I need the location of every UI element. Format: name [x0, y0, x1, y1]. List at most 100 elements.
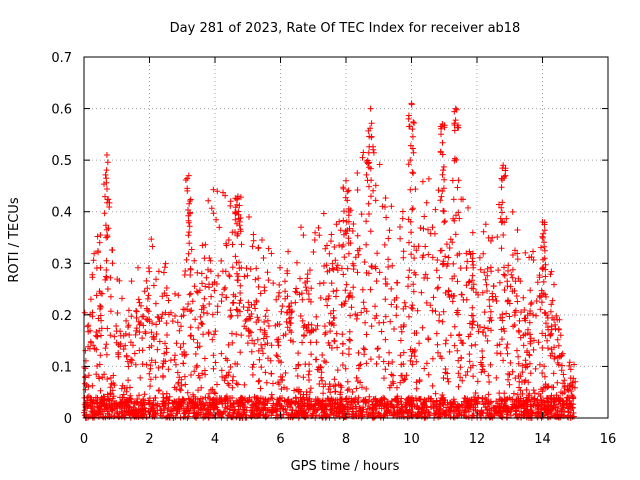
data-point: [281, 398, 288, 405]
data-point: [135, 414, 142, 420]
data-point: [493, 374, 500, 381]
data-point: [220, 409, 227, 416]
data-point: [181, 272, 188, 278]
data-point: [223, 242, 230, 249]
data-point: [298, 224, 304, 231]
data-point: [227, 202, 234, 209]
data-point: [291, 387, 298, 394]
data-point: [373, 312, 380, 319]
data-point: [561, 400, 568, 407]
data-point: [423, 199, 430, 206]
data-point: [300, 394, 307, 401]
data-point: [320, 210, 327, 217]
data-point: [450, 215, 457, 222]
data-point: [340, 217, 347, 224]
data-point: [210, 404, 217, 411]
data-point: [222, 400, 229, 407]
data-point: [421, 410, 428, 417]
data-point: [124, 384, 130, 391]
data-point: [186, 229, 193, 236]
data-point: [489, 296, 496, 303]
data-point: [417, 225, 424, 231]
data-point: [94, 233, 101, 240]
data-point: [504, 298, 511, 305]
data-point: [101, 210, 108, 217]
data-point: [237, 396, 244, 403]
data-point: [96, 396, 103, 403]
data-point: [319, 352, 326, 358]
data-point: [441, 219, 448, 226]
data-point: [283, 318, 290, 325]
data-point: [253, 297, 260, 304]
data-point: [147, 383, 154, 390]
data-point: [215, 410, 222, 417]
data-point: [517, 403, 524, 410]
data-point: [305, 327, 312, 334]
data-point: [493, 298, 500, 304]
data-point: [383, 214, 390, 221]
data-point: [400, 413, 407, 420]
data-point: [282, 331, 289, 338]
data-point: [249, 364, 256, 371]
data-point: [87, 327, 94, 334]
data-point: [250, 411, 256, 417]
data-point: [488, 407, 495, 414]
data-point: [469, 277, 476, 284]
data-point: [570, 409, 577, 416]
data-point: [181, 373, 188, 380]
data-point: [472, 407, 479, 414]
data-point: [177, 344, 184, 351]
chart-title: Day 281 of 2023, Rate Of TEC Index for r…: [170, 21, 521, 36]
data-point: [445, 254, 452, 261]
data-point: [263, 379, 270, 386]
data-point: [366, 183, 372, 190]
data-point: [526, 254, 533, 261]
data-point: [237, 349, 244, 356]
data-point: [339, 395, 345, 402]
data-point: [267, 357, 274, 364]
data-point: [434, 341, 441, 348]
data-point: [178, 323, 184, 330]
data-point: [566, 359, 573, 366]
data-point: [463, 265, 470, 271]
data-point: [348, 411, 355, 418]
data-point: [93, 394, 99, 401]
data-point: [293, 395, 299, 402]
data-point: [260, 255, 267, 261]
data-point: [344, 265, 351, 272]
data-point: [187, 196, 194, 203]
data-point: [133, 308, 140, 315]
data-point: [305, 406, 312, 413]
data-point: [251, 340, 258, 347]
data-point: [501, 264, 507, 271]
data-point: [441, 176, 448, 183]
data-point: [308, 285, 315, 292]
data-point: [407, 142, 414, 149]
data-point: [487, 314, 494, 321]
data-point: [338, 384, 345, 391]
data-point: [350, 221, 357, 227]
data-point: [499, 199, 506, 206]
data-point: [119, 295, 125, 302]
data-point: [139, 361, 146, 368]
data-point: [381, 375, 387, 382]
data-point: [438, 125, 445, 132]
data-point: [327, 328, 334, 335]
data-point: [548, 326, 555, 333]
data-point: [566, 397, 573, 404]
data-point: [244, 272, 251, 279]
data-point: [250, 231, 257, 238]
data-point: [96, 327, 103, 334]
data-point: [411, 348, 418, 355]
data-point: [240, 304, 247, 310]
data-point: [255, 317, 262, 324]
data-point: [342, 365, 349, 372]
data-point: [205, 266, 211, 273]
data-point: [212, 390, 219, 397]
data-point: [331, 376, 338, 383]
data-point: [188, 372, 194, 378]
data-point: [144, 295, 151, 302]
data-point: [461, 395, 468, 401]
data-point: [352, 410, 359, 417]
data-point: [187, 333, 194, 339]
